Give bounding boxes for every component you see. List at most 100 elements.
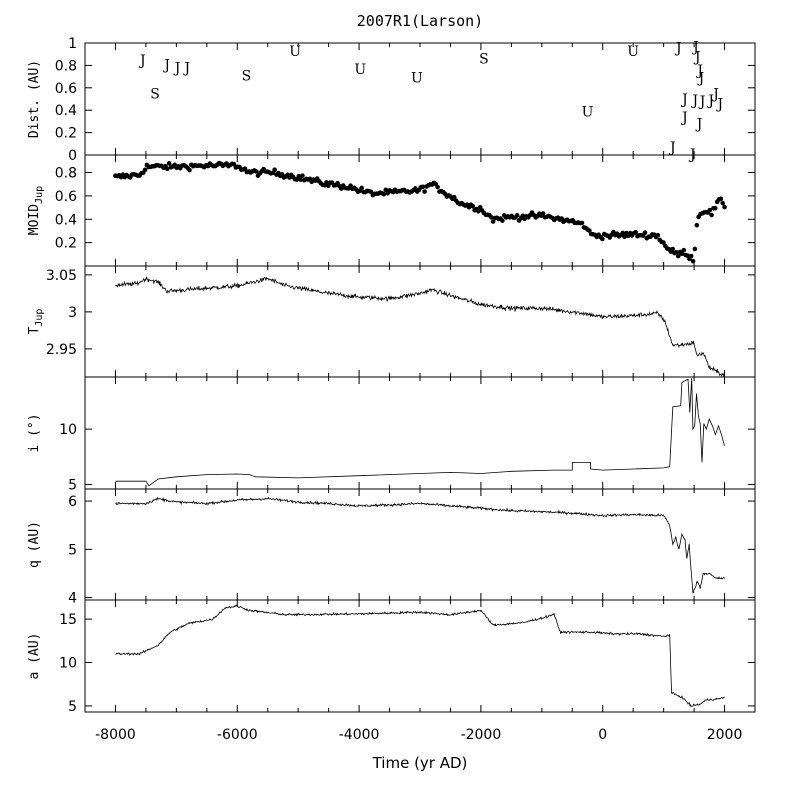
- moid-point: [166, 161, 172, 166]
- encounter-mark-J: J: [668, 140, 676, 156]
- moid-point: [490, 219, 496, 224]
- encounter-mark-J: J: [691, 39, 699, 55]
- encounter-mark-S: S: [479, 52, 489, 68]
- moid-point: [488, 214, 494, 220]
- panel-frame: [84, 488, 756, 601]
- series-line-a: [115, 604, 725, 708]
- y-tick-label: 5: [68, 542, 77, 558]
- moid-point: [675, 253, 681, 259]
- encounter-mark-U: U: [411, 71, 423, 87]
- moid-point: [540, 211, 546, 216]
- moid-point: [514, 212, 520, 218]
- moid-point: [720, 200, 725, 206]
- encounter-mark-U: U: [354, 62, 366, 78]
- panel-incl: 5 10 i (°): [27, 376, 756, 494]
- moid-point: [587, 228, 592, 233]
- y-tick-label: 0.4: [55, 212, 77, 228]
- moid-point: [694, 222, 700, 228]
- encounter-mark-J: J: [693, 49, 701, 65]
- moid-point: [272, 167, 277, 173]
- y-tick-label: 0.8: [55, 58, 77, 74]
- x-tick-label: -6000: [217, 727, 258, 743]
- moid-point: [383, 187, 389, 193]
- moid-point: [242, 166, 248, 171]
- y-tick-label: 0.6: [55, 189, 77, 205]
- y-tick-label: 0: [68, 148, 77, 164]
- encounter-mark-J: J: [690, 93, 698, 109]
- moid-point: [655, 232, 661, 238]
- moid-point: [381, 191, 387, 197]
- y-axis-label: a (AU): [27, 633, 42, 680]
- moid-point: [579, 220, 585, 226]
- moid-point: [670, 246, 676, 252]
- y-tick-label: 1: [68, 36, 77, 52]
- moid-point: [709, 212, 714, 218]
- encounter-mark-U: U: [289, 44, 301, 60]
- encounter-mark-U: U: [582, 104, 594, 120]
- moid-point: [142, 167, 148, 173]
- moid-point: [722, 204, 727, 210]
- encounter-mark-J: J: [162, 57, 170, 73]
- series-line-tjup: [115, 276, 725, 377]
- moid-point: [470, 203, 476, 209]
- encounter-mark-J: J: [680, 110, 688, 126]
- panel-frame: [84, 599, 756, 713]
- y-tick-label: 3.05: [46, 268, 77, 284]
- moid-point: [661, 240, 666, 245]
- y-tick-label: 0.2: [55, 236, 77, 252]
- encounter-mark-U: U: [627, 44, 639, 60]
- moid-point: [420, 184, 426, 190]
- moid-point: [359, 185, 364, 191]
- y-tick-label: 10: [59, 656, 77, 672]
- y-axis-label: MOIDJup: [27, 186, 45, 235]
- encounter-mark-S: S: [150, 86, 160, 102]
- encounter-mark-J: J: [138, 53, 146, 69]
- encounter-mark-J: J: [698, 94, 706, 110]
- encounter-mark-J: J: [695, 117, 703, 133]
- encounter-mark-J: J: [715, 96, 723, 112]
- panel-frame: [84, 376, 756, 490]
- moid-point: [692, 246, 698, 252]
- moid-point: [674, 249, 679, 255]
- moid-point: [435, 184, 440, 190]
- encounter-mark-J: J: [183, 61, 191, 77]
- moid-point: [622, 234, 627, 240]
- series-line-incl: [115, 378, 725, 487]
- y-axis-label: q (AU): [27, 521, 42, 568]
- y-tick-label: 15: [59, 612, 77, 628]
- y-axis-label: TJup: [27, 309, 45, 335]
- encounter-mark-J: J: [706, 93, 714, 109]
- panel-frame: [84, 265, 756, 378]
- moid-point: [298, 177, 303, 182]
- moid-point: [500, 218, 505, 223]
- series-line-q: [115, 496, 725, 594]
- moid-point: [620, 230, 626, 236]
- panel-q: 4 5 6 q (AU): [27, 488, 756, 607]
- x-axis-label: Time (yr AD): [372, 754, 468, 772]
- y-tick-label: 2.95: [46, 342, 77, 358]
- chart-title: 2007R1(Larson): [357, 12, 483, 30]
- y-tick-label: 5: [68, 478, 77, 494]
- y-tick-label: 0.6: [55, 81, 77, 97]
- moid-point: [451, 194, 457, 200]
- moid-point: [187, 167, 192, 173]
- x-tick-label: -4000: [339, 727, 380, 743]
- panel-frame: [84, 154, 756, 267]
- moid-point: [296, 173, 302, 179]
- moid-point: [300, 173, 305, 178]
- moid-point: [681, 247, 687, 253]
- y-tick-label: 0.4: [55, 103, 77, 119]
- moid-point: [688, 253, 694, 259]
- panel-a: 5 10 15 a (AU): [27, 599, 756, 715]
- y-tick-label: 10: [59, 422, 77, 438]
- moid-point: [231, 161, 237, 167]
- moid-point: [707, 207, 713, 213]
- encounter-mark-J: J: [697, 71, 705, 87]
- y-tick-label: 5: [68, 699, 77, 715]
- moid-point: [164, 166, 170, 172]
- x-tick-label: 2000: [707, 727, 743, 743]
- encounter-mark-S: S: [242, 68, 252, 84]
